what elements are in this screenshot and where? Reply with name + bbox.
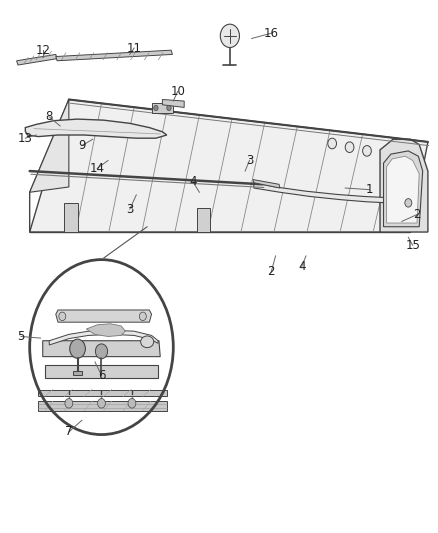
Circle shape (363, 146, 371, 156)
Text: 16: 16 (264, 27, 279, 39)
Polygon shape (56, 310, 152, 322)
Polygon shape (384, 151, 423, 227)
Circle shape (167, 106, 171, 111)
Circle shape (345, 142, 354, 152)
Text: 2: 2 (413, 208, 421, 221)
Polygon shape (56, 50, 173, 61)
Circle shape (98, 399, 106, 408)
Polygon shape (25, 119, 167, 138)
Polygon shape (86, 324, 125, 336)
Polygon shape (380, 139, 428, 232)
Circle shape (59, 312, 66, 320)
Circle shape (65, 399, 73, 408)
Circle shape (95, 344, 108, 359)
Text: 3: 3 (126, 203, 134, 216)
Polygon shape (73, 372, 82, 375)
Circle shape (139, 312, 146, 320)
Text: 1: 1 (365, 183, 373, 196)
Circle shape (405, 199, 412, 207)
Polygon shape (39, 390, 167, 397)
Text: 4: 4 (298, 260, 305, 273)
Text: 10: 10 (170, 85, 185, 98)
Polygon shape (197, 208, 210, 232)
Polygon shape (17, 54, 57, 65)
Polygon shape (253, 180, 280, 188)
Polygon shape (64, 203, 78, 232)
Circle shape (128, 399, 136, 408)
Text: 7: 7 (65, 425, 73, 439)
Text: 14: 14 (90, 162, 105, 175)
Circle shape (70, 339, 85, 358)
Text: 5: 5 (17, 330, 25, 343)
Text: 11: 11 (127, 42, 141, 54)
Polygon shape (162, 100, 184, 108)
Text: 8: 8 (46, 110, 53, 124)
Text: 12: 12 (35, 44, 50, 56)
Circle shape (154, 106, 158, 111)
Text: 3: 3 (246, 154, 253, 167)
Polygon shape (254, 183, 408, 204)
Text: 2: 2 (268, 265, 275, 278)
Text: 9: 9 (78, 139, 86, 152)
Circle shape (220, 24, 240, 47)
Polygon shape (30, 100, 69, 192)
Polygon shape (39, 401, 167, 411)
Polygon shape (152, 103, 173, 113)
Polygon shape (49, 330, 158, 345)
Polygon shape (387, 156, 419, 223)
Circle shape (28, 258, 175, 436)
Text: 6: 6 (98, 369, 105, 382)
Ellipse shape (141, 336, 154, 348)
Polygon shape (45, 365, 158, 378)
Text: 15: 15 (405, 239, 420, 252)
Polygon shape (30, 100, 428, 232)
Text: 13: 13 (18, 132, 33, 144)
Text: 4: 4 (189, 175, 197, 188)
Circle shape (328, 138, 336, 149)
Polygon shape (43, 341, 160, 357)
